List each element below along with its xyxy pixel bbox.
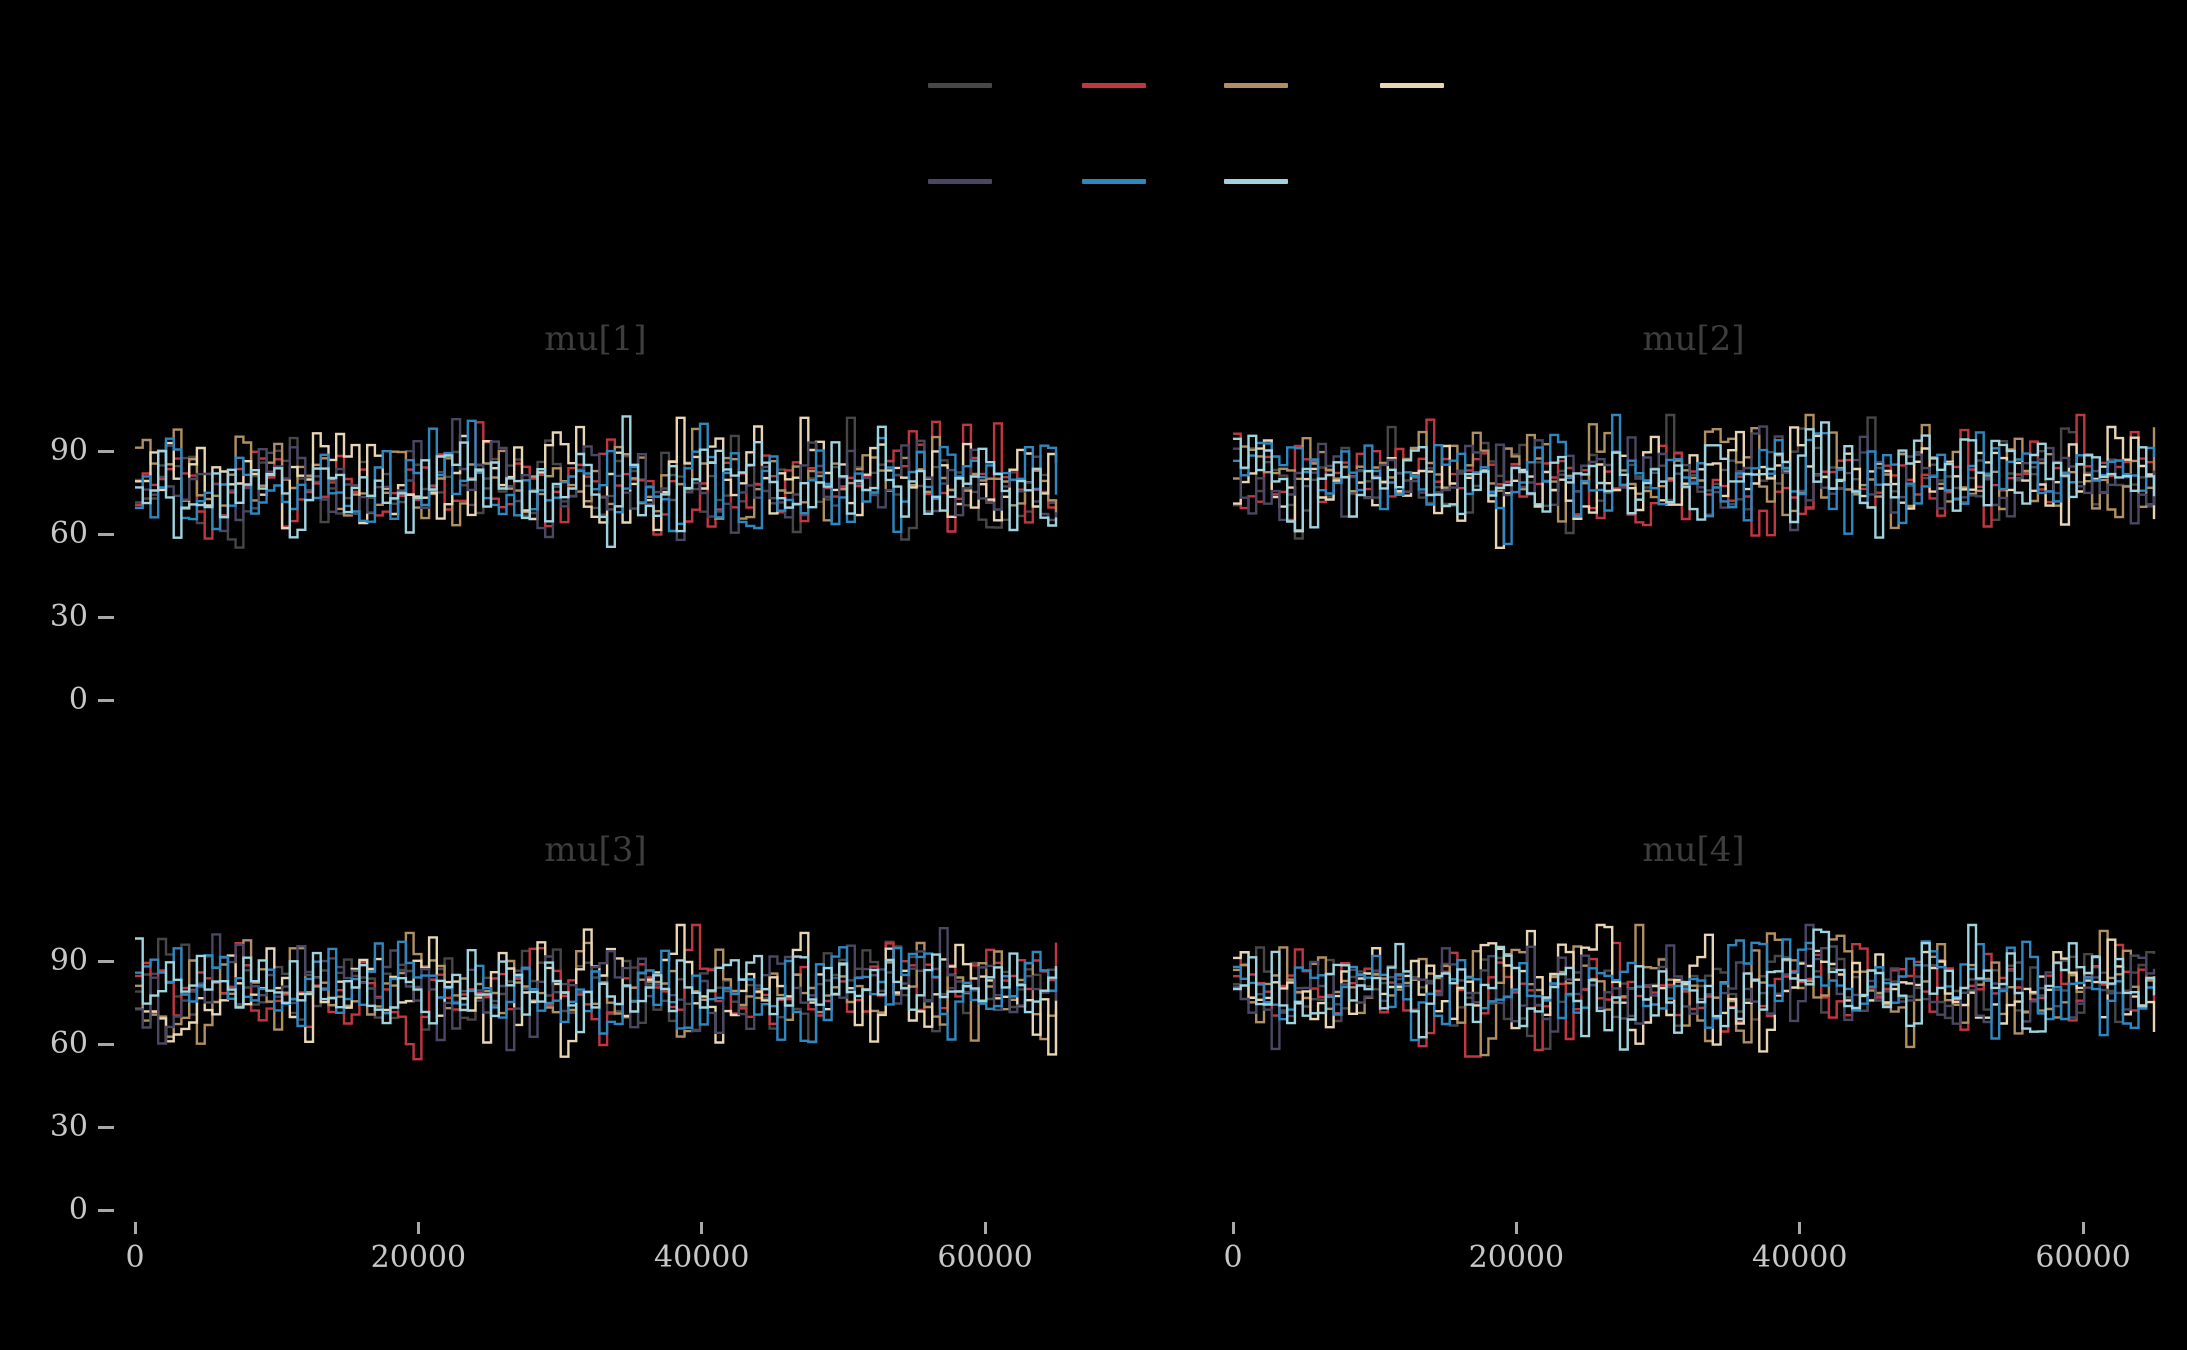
y-tick-mark	[98, 698, 114, 702]
legend-swatch-chain-6	[1082, 179, 1146, 184]
legend-row-2	[928, 179, 1368, 185]
trace-line-chain-7	[1233, 923, 2156, 1051]
x-tick-mark	[700, 1222, 704, 1234]
legend-swatch-chain-7	[1224, 179, 1288, 184]
y-tick-mark	[98, 1042, 114, 1046]
y-tick-mark	[98, 959, 114, 963]
x-tick-mark	[133, 1222, 137, 1234]
x-tick-label: 0	[125, 1240, 145, 1275]
y-tick-label: 30	[49, 599, 88, 634]
trace-line-chain-7	[1233, 421, 2156, 539]
x-tick-mark	[1798, 1222, 1802, 1234]
x-tick-label: 20000	[370, 1240, 467, 1275]
facet-title-mu-1: mu[1]	[544, 319, 647, 359]
trace-line-chain-7	[135, 415, 1058, 548]
y-tick-mark	[98, 1125, 114, 1129]
x-tick-label: 0	[1223, 1240, 1243, 1275]
facet-title-mu-3: mu[3]	[544, 830, 647, 870]
legend-swatch-chain-3	[1224, 83, 1288, 88]
x-tick-label: 60000	[2035, 1240, 2131, 1275]
facet-title-mu-4: mu[4]	[1642, 830, 1745, 870]
y-tick-label: 60	[49, 516, 88, 551]
legend-swatch-chain-4	[1380, 83, 1444, 88]
x-tick-label: 40000	[654, 1240, 750, 1275]
y-tick-mark	[98, 1208, 114, 1212]
x-tick-label: 20000	[1468, 1240, 1565, 1275]
y-tick-label: 90	[49, 943, 88, 978]
trace-plot-mu-4	[1233, 923, 2156, 1058]
y-tick-label: 0	[68, 1192, 88, 1227]
trace-line-chain-6	[1233, 413, 2156, 546]
x-tick-mark	[416, 1222, 420, 1234]
x-tick-label: 60000	[937, 1240, 1033, 1275]
x-tick-label: 40000	[1752, 1240, 1848, 1275]
facet-title-mu-2: mu[2]	[1642, 319, 1745, 359]
y-tick-label: 60	[49, 1026, 88, 1061]
y-tick-mark	[98, 449, 114, 453]
x-tick-mark	[983, 1222, 987, 1234]
y-tick-label: 0	[68, 682, 88, 717]
trace-plot-mu-3	[135, 923, 1058, 1061]
x-tick-mark	[1231, 1222, 1235, 1234]
trace-plot-mu-1	[135, 415, 1058, 549]
legend-swatch-chain-2	[1082, 83, 1146, 88]
y-tick-label: 30	[49, 1109, 88, 1144]
y-tick-mark	[98, 615, 114, 619]
legend-row-1	[928, 83, 1528, 89]
x-tick-mark	[2081, 1222, 2085, 1234]
legend-swatch-chain-5	[928, 179, 992, 184]
y-tick-label: 90	[49, 433, 88, 468]
x-tick-mark	[1514, 1222, 1518, 1234]
y-tick-mark	[98, 532, 114, 536]
trace-plot-mu-2	[1233, 413, 2156, 549]
trace-line-chain-7	[135, 937, 1058, 1034]
legend-swatch-chain-1	[928, 83, 992, 88]
trace-line-chain-5	[135, 418, 1058, 542]
